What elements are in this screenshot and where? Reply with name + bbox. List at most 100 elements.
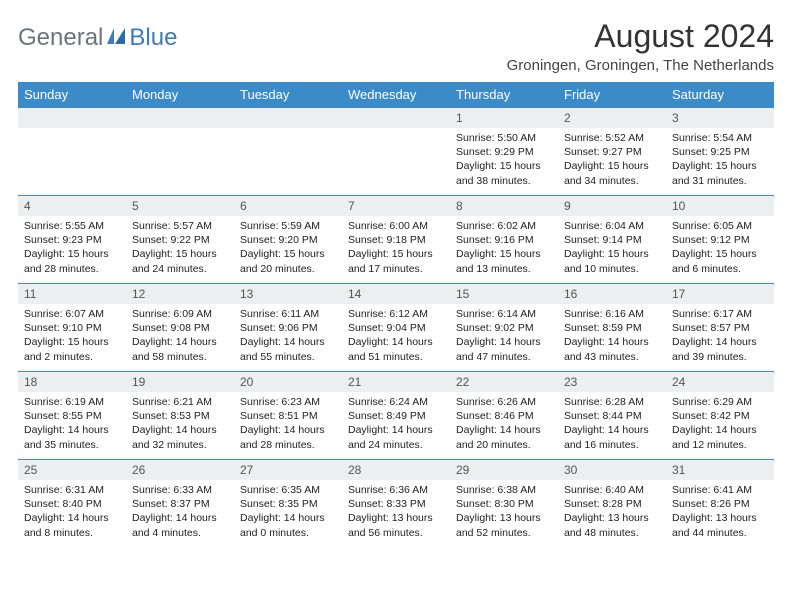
day-number: 26 <box>126 460 234 480</box>
calendar-cell: 8Sunrise: 6:02 AMSunset: 9:16 PMDaylight… <box>450 196 558 284</box>
day-sr: Sunrise: 6:23 AM <box>240 395 336 409</box>
day-ss: Sunset: 8:49 PM <box>348 409 444 423</box>
calendar-table: Sunday Monday Tuesday Wednesday Thursday… <box>18 82 774 548</box>
day-data: Sunrise: 6:41 AMSunset: 8:26 PMDaylight:… <box>666 480 774 544</box>
day-ss: Sunset: 9:10 PM <box>24 321 120 335</box>
day-dl1: Daylight: 15 hours <box>456 159 552 173</box>
day-dl2: and 20 minutes. <box>456 438 552 452</box>
day-ss: Sunset: 8:59 PM <box>564 321 660 335</box>
calendar-cell: 26Sunrise: 6:33 AMSunset: 8:37 PMDayligh… <box>126 460 234 548</box>
calendar-cell <box>126 108 234 196</box>
day-number: 4 <box>18 196 126 216</box>
day-dl1: Daylight: 14 hours <box>564 335 660 349</box>
day-ss: Sunset: 8:46 PM <box>456 409 552 423</box>
day-dl1: Daylight: 14 hours <box>132 423 228 437</box>
day-ss: Sunset: 8:42 PM <box>672 409 768 423</box>
day-data: Sunrise: 6:19 AMSunset: 8:55 PMDaylight:… <box>18 392 126 456</box>
day-data: Sunrise: 6:04 AMSunset: 9:14 PMDaylight:… <box>558 216 666 280</box>
day-dl2: and 35 minutes. <box>24 438 120 452</box>
day-number: 31 <box>666 460 774 480</box>
calendar-cell: 25Sunrise: 6:31 AMSunset: 8:40 PMDayligh… <box>18 460 126 548</box>
logo-flag-icon <box>107 28 125 44</box>
day-dl1: Daylight: 14 hours <box>456 335 552 349</box>
calendar-cell: 30Sunrise: 6:40 AMSunset: 8:28 PMDayligh… <box>558 460 666 548</box>
day-ss: Sunset: 9:12 PM <box>672 233 768 247</box>
day-ss: Sunset: 9:14 PM <box>564 233 660 247</box>
logo-text-general: General <box>18 24 103 52</box>
day-number: 29 <box>450 460 558 480</box>
day-ss: Sunset: 8:53 PM <box>132 409 228 423</box>
day-sr: Sunrise: 6:04 AM <box>564 219 660 233</box>
day-data: Sunrise: 6:05 AMSunset: 9:12 PMDaylight:… <box>666 216 774 280</box>
day-dl2: and 32 minutes. <box>132 438 228 452</box>
day-dl2: and 38 minutes. <box>456 174 552 188</box>
calendar-week-row: 18Sunrise: 6:19 AMSunset: 8:55 PMDayligh… <box>18 372 774 460</box>
day-dl2: and 16 minutes. <box>564 438 660 452</box>
empty-day <box>342 108 450 128</box>
calendar-cell: 13Sunrise: 6:11 AMSunset: 9:06 PMDayligh… <box>234 284 342 372</box>
day-dl2: and 31 minutes. <box>672 174 768 188</box>
day-sr: Sunrise: 6:28 AM <box>564 395 660 409</box>
day-dl1: Daylight: 13 hours <box>564 511 660 525</box>
day-dl2: and 56 minutes. <box>348 526 444 540</box>
day-dl2: and 39 minutes. <box>672 350 768 364</box>
day-dl1: Daylight: 14 hours <box>672 423 768 437</box>
day-number: 11 <box>18 284 126 304</box>
calendar-cell: 14Sunrise: 6:12 AMSunset: 9:04 PMDayligh… <box>342 284 450 372</box>
day-number: 18 <box>18 372 126 392</box>
day-ss: Sunset: 9:02 PM <box>456 321 552 335</box>
day-sr: Sunrise: 6:35 AM <box>240 483 336 497</box>
calendar-cell: 15Sunrise: 6:14 AMSunset: 9:02 PMDayligh… <box>450 284 558 372</box>
day-sr: Sunrise: 6:12 AM <box>348 307 444 321</box>
header: General Blue August 2024 Groningen, Gron… <box>18 18 774 74</box>
day-sr: Sunrise: 5:52 AM <box>564 131 660 145</box>
day-data: Sunrise: 6:12 AMSunset: 9:04 PMDaylight:… <box>342 304 450 368</box>
day-dl2: and 20 minutes. <box>240 262 336 276</box>
day-ss: Sunset: 8:37 PM <box>132 497 228 511</box>
calendar-cell: 12Sunrise: 6:09 AMSunset: 9:08 PMDayligh… <box>126 284 234 372</box>
calendar-cell: 5Sunrise: 5:57 AMSunset: 9:22 PMDaylight… <box>126 196 234 284</box>
day-dl2: and 6 minutes. <box>672 262 768 276</box>
day-dl1: Daylight: 15 hours <box>456 247 552 261</box>
day-data: Sunrise: 6:35 AMSunset: 8:35 PMDaylight:… <box>234 480 342 544</box>
calendar-week-row: 25Sunrise: 6:31 AMSunset: 8:40 PMDayligh… <box>18 460 774 548</box>
calendar-cell: 1Sunrise: 5:50 AMSunset: 9:29 PMDaylight… <box>450 108 558 196</box>
day-dl1: Daylight: 15 hours <box>672 159 768 173</box>
day-dl1: Daylight: 15 hours <box>132 247 228 261</box>
day-number: 16 <box>558 284 666 304</box>
day-dl2: and 47 minutes. <box>456 350 552 364</box>
day-sr: Sunrise: 6:11 AM <box>240 307 336 321</box>
day-number: 8 <box>450 196 558 216</box>
day-sr: Sunrise: 6:21 AM <box>132 395 228 409</box>
day-dl1: Daylight: 13 hours <box>672 511 768 525</box>
weekday-header-row: Sunday Monday Tuesday Wednesday Thursday… <box>18 82 774 108</box>
day-ss: Sunset: 8:40 PM <box>24 497 120 511</box>
day-ss: Sunset: 8:35 PM <box>240 497 336 511</box>
calendar-cell: 18Sunrise: 6:19 AMSunset: 8:55 PMDayligh… <box>18 372 126 460</box>
day-dl1: Daylight: 14 hours <box>348 335 444 349</box>
day-dl1: Daylight: 15 hours <box>240 247 336 261</box>
day-dl1: Daylight: 14 hours <box>24 511 120 525</box>
day-data: Sunrise: 6:00 AMSunset: 9:18 PMDaylight:… <box>342 216 450 280</box>
weekday-header: Saturday <box>666 82 774 108</box>
day-ss: Sunset: 8:57 PM <box>672 321 768 335</box>
day-number: 30 <box>558 460 666 480</box>
day-dl2: and 58 minutes. <box>132 350 228 364</box>
day-data: Sunrise: 6:17 AMSunset: 8:57 PMDaylight:… <box>666 304 774 368</box>
day-data: Sunrise: 6:33 AMSunset: 8:37 PMDaylight:… <box>126 480 234 544</box>
calendar-cell: 31Sunrise: 6:41 AMSunset: 8:26 PMDayligh… <box>666 460 774 548</box>
day-sr: Sunrise: 6:26 AM <box>456 395 552 409</box>
calendar-cell <box>18 108 126 196</box>
day-sr: Sunrise: 6:40 AM <box>564 483 660 497</box>
day-data: Sunrise: 6:40 AMSunset: 8:28 PMDaylight:… <box>558 480 666 544</box>
day-number: 2 <box>558 108 666 128</box>
calendar-cell: 7Sunrise: 6:00 AMSunset: 9:18 PMDaylight… <box>342 196 450 284</box>
empty-day <box>18 108 126 128</box>
day-number: 24 <box>666 372 774 392</box>
day-data: Sunrise: 6:09 AMSunset: 9:08 PMDaylight:… <box>126 304 234 368</box>
day-sr: Sunrise: 6:24 AM <box>348 395 444 409</box>
day-data: Sunrise: 5:54 AMSunset: 9:25 PMDaylight:… <box>666 128 774 192</box>
day-ss: Sunset: 9:08 PM <box>132 321 228 335</box>
day-sr: Sunrise: 6:17 AM <box>672 307 768 321</box>
weekday-header: Monday <box>126 82 234 108</box>
